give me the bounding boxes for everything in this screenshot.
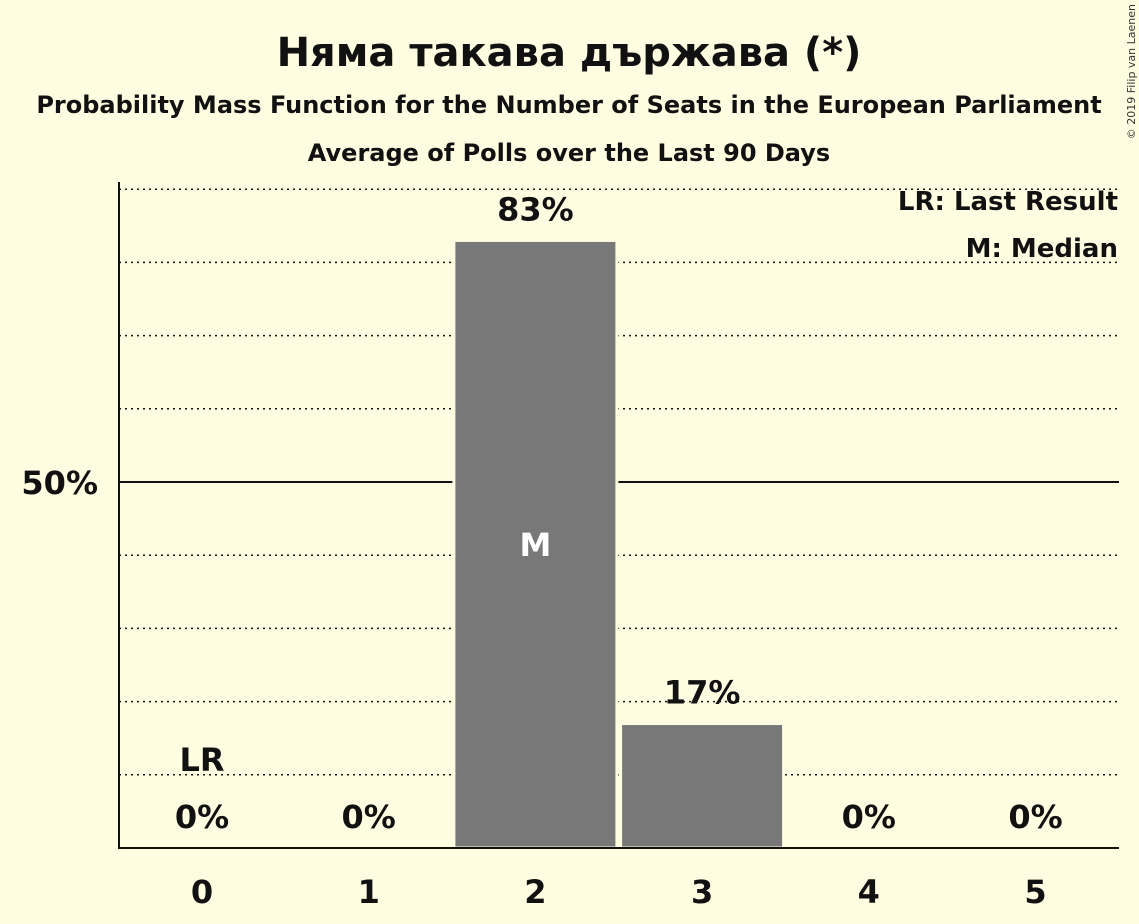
legend-median: M: Median: [966, 234, 1118, 264]
value-label-3: 17%: [664, 674, 741, 712]
last-result-marker: LR: [179, 741, 224, 779]
x-tick-1: 1: [358, 873, 380, 911]
median-marker: M: [519, 526, 551, 564]
bar-seats-3: [619, 722, 786, 850]
bars: [452, 238, 786, 850]
value-label-5: 0%: [1008, 798, 1062, 836]
chart-subtitle-polls: Average of Polls over the Last 90 Days: [308, 139, 830, 167]
legend-last-result: LR: Last Result: [898, 187, 1118, 217]
chart-subtitle: Probability Mass Function for the Number…: [36, 91, 1101, 119]
data-labels: 0% 0% 83% 17% 0% 0% M LR: [175, 190, 1063, 836]
tick-labels: 0 1 2 3 4 5 50%: [21, 464, 1046, 911]
gridlines: [119, 188, 1119, 776]
x-tick-3: 3: [691, 873, 713, 911]
x-tick-5: 5: [1024, 873, 1046, 911]
chart-title: Няма такава държава (*): [277, 30, 862, 76]
value-label-2: 83%: [497, 190, 574, 228]
value-label-1: 0%: [342, 798, 396, 836]
x-tick-4: 4: [858, 873, 880, 911]
x-tick-2: 2: [524, 873, 546, 911]
y-tick-50: 50%: [21, 464, 98, 502]
bar-seats-2: [452, 238, 619, 850]
value-label-0: 0%: [175, 798, 229, 836]
x-tick-0: 0: [191, 873, 213, 911]
copyright-notice: © 2019 Filip van Laenen: [1125, 4, 1138, 139]
value-label-4: 0%: [842, 798, 896, 836]
